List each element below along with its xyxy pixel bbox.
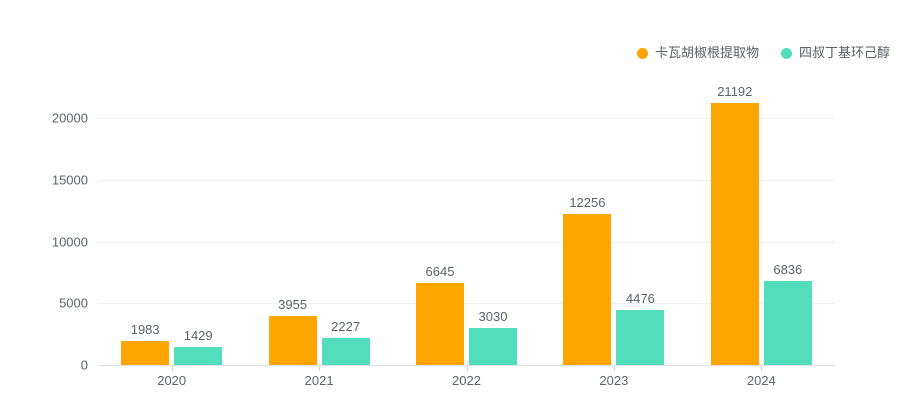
- bar-四叔丁基环己醇-2022[interactable]: [469, 327, 517, 365]
- x-axis-label: 2022: [452, 373, 481, 388]
- gridline-5000: [98, 303, 835, 305]
- bar-value-label: 12256: [569, 194, 606, 210]
- bar-四叔丁基环己醇-2020[interactable]: [174, 347, 223, 365]
- y-axis-label: 20000: [51, 110, 88, 126]
- x-axis-label: 2024: [746, 373, 776, 388]
- x-axis-tick: [761, 366, 763, 371]
- bar-value-label: 3030: [478, 308, 508, 324]
- bar-value-label: 3955: [278, 297, 308, 313]
- x-axis-label: 2021: [304, 373, 334, 388]
- bar-value-label: 4476: [625, 290, 655, 306]
- bar-卡瓦胡椒根提取物-2023[interactable]: [563, 213, 612, 365]
- x-axis-label: 2020: [157, 373, 187, 388]
- legend-dot-icon: [780, 47, 792, 59]
- bar-卡瓦胡椒根提取物-2020[interactable]: [121, 340, 170, 365]
- bar-四叔丁基环己醇-2021[interactable]: [321, 337, 370, 365]
- x-axis-tick: [466, 366, 468, 371]
- gridline-20000: [98, 118, 835, 119]
- y-axis-label: 0: [80, 357, 88, 373]
- bar-四叔丁基环己醇-2024[interactable]: [763, 280, 812, 365]
- y-axis-label: 10000: [51, 234, 88, 249]
- legend-item-2[interactable]: 四叔丁基环己醇: [780, 45, 890, 60]
- x-axis-label: 2023: [599, 373, 629, 388]
- chart-legend: 卡瓦胡椒根提取物 四叔丁基环己醇: [636, 45, 890, 60]
- bar-卡瓦胡椒根提取物-2024[interactable]: [710, 103, 759, 365]
- y-axis-label: 15000: [51, 172, 88, 188]
- bar-卡瓦胡椒根提取物-2021[interactable]: [268, 316, 317, 365]
- plot-area: 0 5000 10000 15000 20000 2020 1983 1429 2021 3955…: [52, 84, 835, 388]
- bar-卡瓦胡椒根提取物-2022[interactable]: [416, 282, 464, 365]
- x-axis-tick: [613, 366, 615, 371]
- gridline-10000: [98, 241, 835, 243]
- bar-value-label: 6645: [425, 263, 455, 279]
- bar-value-label: 6836: [773, 261, 803, 277]
- bar-四叔丁基环己醇-2023[interactable]: [616, 309, 665, 365]
- legend-dot-icon: [636, 47, 648, 59]
- legend-item-1[interactable]: 卡瓦胡椒根提取物: [636, 45, 759, 60]
- bar-value-label: 1983: [130, 321, 160, 337]
- gridline-15000: [98, 179, 835, 181]
- bar-value-label: 2227: [331, 318, 361, 334]
- x-axis-tick: [171, 366, 173, 371]
- y-axis-label: 5000: [59, 295, 88, 311]
- bar-value-label: 21192: [717, 84, 753, 100]
- x-axis-tick: [319, 366, 321, 371]
- legend-label: 卡瓦胡椒根提取物: [654, 45, 759, 60]
- bar-value-label: 1429: [183, 328, 213, 344]
- legend-label: 四叔丁基环己醇: [798, 45, 890, 60]
